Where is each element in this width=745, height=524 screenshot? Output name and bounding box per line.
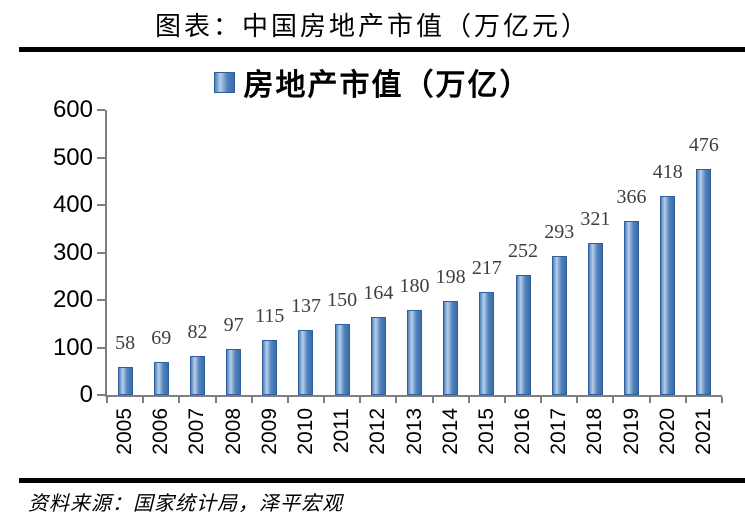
x-tick-label: 2014: [438, 408, 462, 455]
bar-value-label: 217: [471, 256, 502, 279]
bar-2014: [443, 300, 459, 395]
bar-value-label: 476: [688, 133, 719, 156]
y-tick-mark: [97, 251, 105, 254]
y-axis-line: [105, 110, 107, 395]
x-tick-label: 2018: [583, 408, 607, 455]
x-tick-label: 2008: [221, 408, 245, 455]
chart-legend: 房地产市值（万亿）: [0, 60, 745, 104]
y-tick-label: 100: [52, 333, 93, 361]
y-tick-label: 500: [52, 143, 93, 171]
y-tick-mark: [97, 156, 105, 159]
x-tick-mark: [467, 397, 470, 403]
top-divider: [19, 47, 745, 52]
x-tick-label: 2007: [185, 408, 209, 455]
x-tick-label: 2016: [511, 408, 535, 455]
x-tick-label: 2020: [655, 408, 679, 455]
source-note: 资料来源：国家统计局，泽平宏观: [28, 493, 343, 515]
legend-label: 房地产市值（万亿）: [243, 69, 532, 102]
x-tick-mark: [106, 397, 108, 403]
x-tick-label: 2005: [113, 408, 137, 455]
bar-value-label: 82: [187, 321, 208, 344]
x-tick-label: 2010: [293, 408, 317, 455]
x-tick-label: 2019: [619, 408, 643, 455]
bar-value-label: 58: [115, 332, 136, 355]
y-tick-mark: [97, 394, 105, 396]
bar-value-label: 97: [223, 313, 244, 336]
bar-value-label: 198: [435, 265, 466, 288]
x-tick-mark: [286, 397, 289, 403]
bar-value-label: 293: [544, 220, 575, 243]
bar-value-label: 115: [255, 305, 285, 328]
x-tick-label: 2021: [691, 408, 715, 455]
bar-value-label: 252: [508, 240, 539, 263]
y-tick-mark: [97, 109, 105, 111]
x-tick-mark: [576, 397, 579, 403]
bar-2013: [407, 309, 422, 395]
x-tick-mark: [648, 397, 651, 403]
x-tick-label: 2011: [330, 408, 354, 454]
bottom-divider: [19, 478, 745, 483]
x-tick-mark: [684, 397, 687, 403]
y-tick-label: 200: [52, 286, 93, 313]
bar-2007: [189, 356, 205, 395]
x-tick-label: 2013: [402, 408, 426, 455]
y-tick-mark: [97, 299, 105, 301]
bar-2016: [515, 275, 531, 395]
bar-2019: [624, 221, 640, 395]
bar-2018: [587, 242, 603, 395]
y-tick-label: 0: [79, 381, 93, 408]
bar-value-label: 321: [580, 207, 611, 230]
x-tick-mark: [503, 397, 506, 403]
bar-2008: [226, 348, 242, 395]
bar-2011: [334, 323, 350, 395]
bar-value-label: 418: [652, 161, 683, 184]
y-tick-mark: [97, 204, 105, 206]
bar-value-label: 150: [327, 288, 358, 311]
x-tick-mark: [250, 397, 253, 403]
bar-value-label: 69: [151, 327, 172, 350]
x-tick-mark: [540, 397, 543, 403]
x-tick-label: 2009: [257, 408, 281, 455]
bar-2015: [479, 291, 495, 395]
x-axis-line: [105, 395, 722, 397]
x-tick-mark: [214, 397, 217, 403]
bar-value-label: 180: [399, 274, 430, 297]
bar-2005: [117, 367, 133, 395]
bar-2021: [696, 168, 712, 395]
bar-2017: [551, 255, 567, 395]
x-tick-label: 2015: [474, 408, 498, 455]
x-tick-mark: [359, 397, 362, 403]
bar-2020: [660, 196, 676, 395]
x-tick-mark: [395, 397, 398, 403]
x-tick-mark: [178, 397, 181, 403]
y-tick-label: 300: [52, 238, 93, 266]
x-tick-mark: [142, 397, 145, 403]
page-title: 图表：中国房地产市值（万亿元）: [154, 12, 590, 41]
bar-value-label: 164: [363, 282, 394, 305]
bar-2009: [262, 340, 278, 395]
bar-2012: [370, 317, 386, 395]
y-tick-label: 600: [52, 96, 93, 123]
x-tick-label: 2017: [547, 408, 571, 455]
x-tick-label: 2012: [366, 408, 390, 455]
legend-swatch-icon: [213, 71, 235, 93]
x-tick-mark: [721, 397, 723, 403]
bar-value-label: 366: [616, 186, 647, 209]
x-tick-mark: [323, 397, 326, 403]
y-tick-label: 400: [52, 191, 93, 218]
bar-value-label: 137: [290, 294, 321, 317]
x-tick-mark: [612, 397, 615, 403]
bar-2010: [298, 329, 314, 395]
x-tick-mark: [431, 397, 434, 403]
x-tick-label: 2006: [149, 408, 173, 455]
y-tick-mark: [97, 346, 105, 349]
bar-2006: [153, 362, 169, 395]
